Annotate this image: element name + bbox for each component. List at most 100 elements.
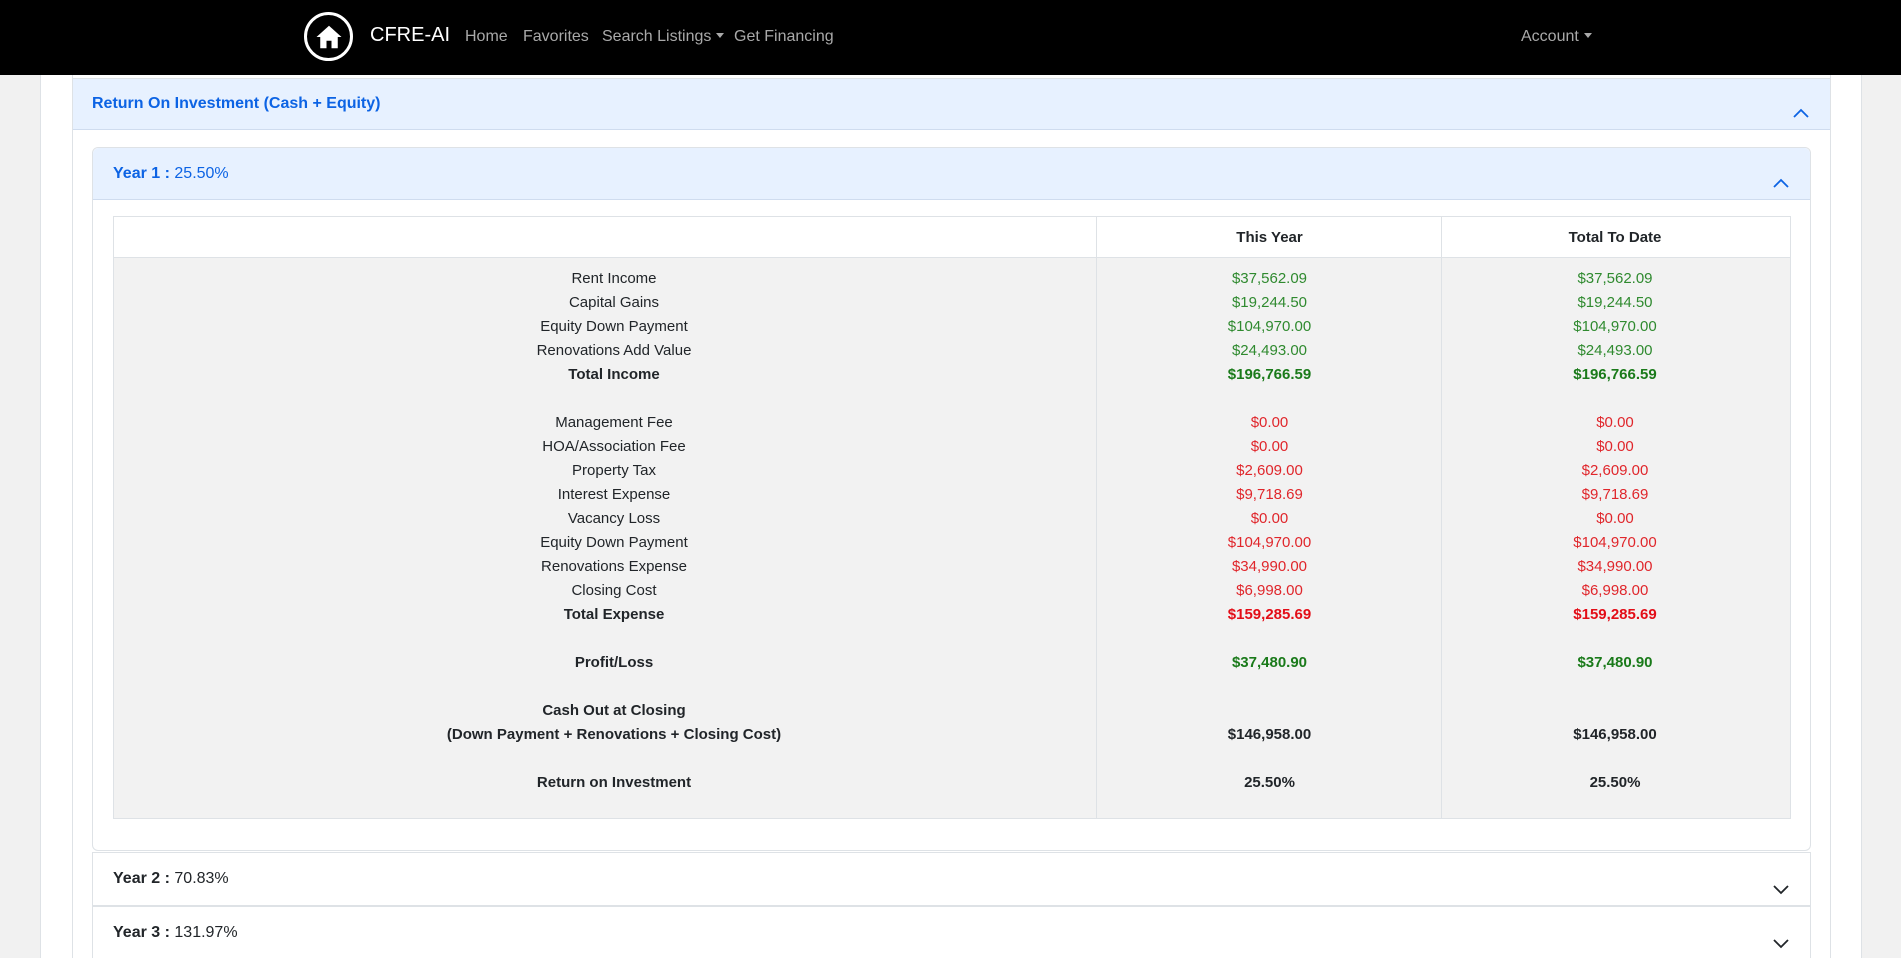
this-year-value: $104,970.00 bbox=[1227, 318, 1312, 335]
nav-home-link[interactable]: Home bbox=[465, 28, 508, 45]
total-value: $9,718.69 bbox=[1581, 486, 1649, 503]
total-value: $0.00 bbox=[1596, 510, 1634, 527]
table-row: Closing Cost $6,998.00 $6,998.00 bbox=[114, 579, 1790, 603]
table-row: Equity Down Payment $104,970.00 $104,970.0… bbox=[114, 531, 1790, 555]
nav-search-listings-dropdown[interactable]: Search Listings bbox=[602, 28, 725, 46]
row-label: HOA/Association Fee bbox=[542, 438, 686, 455]
roi-table: This Year Total To Date Rent Income $37,5… bbox=[113, 216, 1791, 819]
chevron-down-icon bbox=[1771, 923, 1791, 949]
year-1-accordion-header[interactable]: Year 1 : 25.50% bbox=[93, 148, 1810, 200]
nav-favorites-link[interactable]: Favorites bbox=[523, 28, 589, 45]
this-year-value: $2,609.00 bbox=[1236, 462, 1303, 479]
table-row: Rent Income $37,562.09 $37,562.09 bbox=[114, 267, 1790, 291]
year-2-accordion-header[interactable]: Year 2 : 70.83% bbox=[93, 853, 1810, 905]
year-3-value: 131.97% bbox=[174, 924, 238, 941]
chevron-up-icon bbox=[1791, 95, 1811, 118]
this-year-value: $37,480.90 bbox=[1231, 654, 1308, 671]
total-value: $24,493.00 bbox=[1577, 342, 1653, 359]
chevron-down-icon bbox=[1771, 869, 1791, 895]
row-label: Return on Investment bbox=[536, 774, 692, 791]
this-year-value: $9,718.69 bbox=[1236, 486, 1303, 503]
total-value: $34,990.00 bbox=[1577, 558, 1653, 575]
total-value: $146,958.00 bbox=[1573, 726, 1657, 743]
cash-out-row: (Down Payment + Renovations + Closing Co… bbox=[114, 723, 1790, 747]
table-row: Management Fee $0.00 $0.00 bbox=[114, 411, 1790, 435]
year-1-accordion-item: Year 1 : 25.50% This Year Total To Date … bbox=[92, 147, 1811, 851]
this-year-value: $0.00 bbox=[1250, 438, 1289, 455]
table-row: Equity Down Payment $104,970.00 $104,970.0… bbox=[114, 315, 1790, 339]
this-year-value: $0.00 bbox=[1250, 510, 1289, 527]
total-value: $196,766.59 bbox=[1573, 366, 1657, 383]
this-year-value: $24,493.00 bbox=[1231, 342, 1308, 359]
total-value: $6,998.00 bbox=[1581, 582, 1649, 599]
table-row: Renovations Expense $34,990.00 $34,990.00 bbox=[114, 555, 1790, 579]
total-value: $19,244.50 bbox=[1577, 294, 1653, 311]
this-year-value: $146,958.00 bbox=[1227, 726, 1312, 743]
total-value: $104,970.00 bbox=[1573, 534, 1657, 551]
account-label: Account bbox=[1521, 28, 1579, 45]
total-value: 25.50% bbox=[1589, 774, 1641, 791]
total-income-row: Total Income $196,766.59 $196,766.59 bbox=[114, 363, 1790, 387]
this-year-value: $196,766.59 bbox=[1227, 366, 1312, 383]
row-label: Capital Gains bbox=[568, 294, 660, 311]
row-label: Closing Cost bbox=[571, 582, 657, 599]
table-row: Interest Expense $9,718.69 $9,718.69 bbox=[114, 483, 1790, 507]
this-year-value: $34,990.00 bbox=[1231, 558, 1308, 575]
roi-row: Return on Investment 25.50% 25.50% bbox=[114, 771, 1790, 795]
year-2-value: 70.83% bbox=[174, 870, 229, 887]
row-label: Management Fee bbox=[555, 414, 673, 431]
row-label: Renovations Add Value bbox=[536, 342, 692, 359]
table-header-row: This Year Total To Date bbox=[114, 217, 1790, 258]
row-label: Vacancy Loss bbox=[567, 510, 661, 527]
column-divider bbox=[1441, 217, 1442, 818]
total-value: $37,562.09 bbox=[1577, 270, 1653, 287]
row-label: Profit/Loss bbox=[574, 654, 654, 671]
total-value: $159,285.69 bbox=[1573, 606, 1657, 623]
row-label: (Down Payment + Renovations + Closing Co… bbox=[446, 726, 782, 743]
cash-out-label-row: Cash Out at Closing bbox=[114, 699, 1790, 723]
table-row: Renovations Add Value $24,493.00 $24,493.0… bbox=[114, 339, 1790, 363]
roi-accordion: Return On Investment (Cash + Equity) bbox=[72, 75, 1831, 958]
nav-get-financing-link[interactable]: Get Financing bbox=[734, 28, 834, 45]
row-label: Property Tax bbox=[572, 462, 656, 479]
home-logo-icon[interactable] bbox=[304, 12, 353, 61]
roi-accordion-title: Return On Investment (Cash + Equity) bbox=[92, 95, 381, 112]
year-1-label: Year 1 : bbox=[113, 165, 170, 182]
this-year-value: $159,285.69 bbox=[1227, 606, 1312, 623]
column-divider bbox=[1096, 217, 1097, 818]
total-value: $37,480.90 bbox=[1577, 654, 1653, 671]
caret-down-icon bbox=[1583, 33, 1592, 38]
row-label: Interest Expense bbox=[557, 486, 671, 503]
nav-account-dropdown[interactable]: Account bbox=[1521, 28, 1592, 46]
table-row: Capital Gains $19,244.50 $19,244.50 bbox=[114, 291, 1790, 315]
header-total-to-date: Total To Date bbox=[1568, 229, 1662, 246]
top-navbar: CFRE-AI Home Favorites Search Listings G… bbox=[0, 0, 1901, 75]
row-label: Equity Down Payment bbox=[540, 318, 688, 335]
year-3-accordion-item: Year 3 : 131.97% bbox=[92, 906, 1811, 958]
year-2-accordion-item: Year 2 : 70.83% bbox=[92, 852, 1811, 906]
year-2-label: Year 2 : bbox=[113, 870, 170, 887]
year-3-accordion-header[interactable]: Year 3 : 131.97% bbox=[93, 907, 1810, 958]
row-label: Cash Out at Closing bbox=[542, 702, 686, 719]
row-label: Rent Income bbox=[571, 270, 657, 287]
row-label: Total Expense bbox=[563, 606, 665, 623]
chevron-up-icon bbox=[1771, 164, 1791, 188]
table-row: HOA/Association Fee $0.00 $0.00 bbox=[114, 435, 1790, 459]
profit-loss-row: Profit/Loss $37,480.90 $37,480.90 bbox=[114, 651, 1790, 675]
this-year-value: 25.50% bbox=[1244, 774, 1295, 791]
caret-down-icon bbox=[716, 33, 725, 38]
year-3-label: Year 3 : bbox=[113, 924, 170, 941]
this-year-value: $19,244.50 bbox=[1231, 294, 1308, 311]
total-value: $0.00 bbox=[1596, 414, 1634, 431]
table-row: Vacancy Loss $0.00 $0.00 bbox=[114, 507, 1790, 531]
this-year-value: $6,998.00 bbox=[1236, 582, 1303, 599]
roi-accordion-header[interactable]: Return On Investment (Cash + Equity) bbox=[73, 78, 1830, 130]
row-label: Total Income bbox=[568, 366, 660, 383]
brand-name[interactable]: CFRE-AI bbox=[370, 24, 450, 46]
header-this-year: This Year bbox=[1236, 229, 1303, 246]
total-expense-row: Total Expense $159,285.69 $159,285.69 bbox=[114, 603, 1790, 627]
row-label: Renovations Expense bbox=[541, 558, 687, 575]
this-year-value: $0.00 bbox=[1250, 414, 1289, 431]
total-value: $0.00 bbox=[1596, 438, 1634, 455]
search-listings-label: Search Listings bbox=[602, 28, 712, 45]
